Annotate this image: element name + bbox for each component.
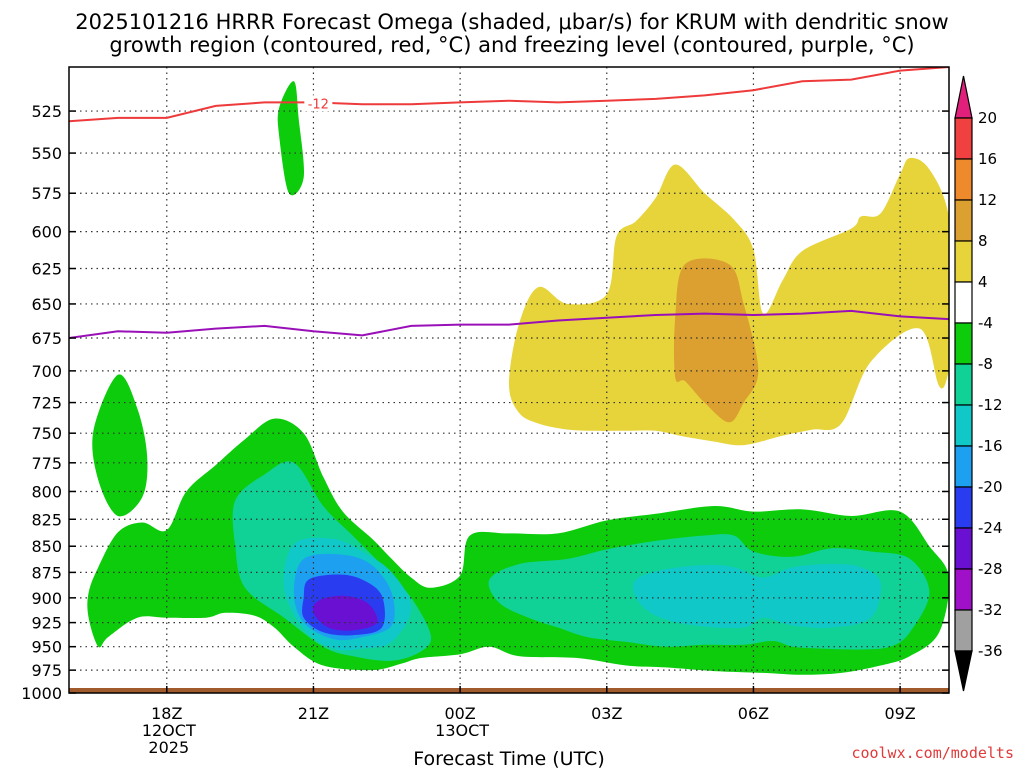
chart-title-line1: 2025101216 HRRR Forecast Omega (shaded, … [75,10,948,34]
colorbar-bin-11 [954,527,973,570]
y-tick-label-725: 725 [31,394,62,413]
credit-text: coolwx.com/modelts [851,744,1014,762]
x-tick-label-18Z-1: 18Z [151,704,182,723]
x-tick-label-18Z-3: 2025 [148,738,189,757]
colorbar-bin-8 [954,404,973,447]
plot-area: -12 525 550 575 600 625 650 675 700 725 750 775 800 8… [21,66,950,757]
colorbar-label-13: -32 [978,601,1003,619]
y-tick-label-850: 850 [31,537,62,556]
y-tick-label-600: 600 [31,223,62,242]
colorbar-bin-5 [954,281,973,324]
x-tick-label-21Z-1: 21Z [298,704,329,723]
colorbar-top-arrow [954,75,973,119]
dgz-contour-label: -12 [308,97,329,112]
colorbar-bin-3 [954,199,973,242]
colorbar-bin-13 [954,609,973,652]
colorbar-bottom-arrow [954,650,973,692]
colorbar-label-12: -28 [978,560,1003,578]
y-tick-label-925: 925 [31,614,62,633]
omega-region-2 [674,258,759,423]
y-tick-label-975: 975 [31,661,62,680]
colorbar-label-10: -20 [978,478,1003,496]
y-tick-label-650: 650 [31,295,62,314]
contour-lines: -12 [69,67,949,339]
colorbar-label-11: -24 [978,519,1003,537]
dgz-contour-line [69,67,949,123]
omega-region-12 [312,595,378,631]
colorbar-bin-1 [954,117,973,160]
x-tick-label-18Z-2: 12OCT [142,721,196,740]
gridlines [69,67,949,693]
omega-region-4 [92,374,148,517]
plot-frame [68,66,950,694]
y-tick-label-950: 950 [31,638,62,657]
y-tick-label-575: 575 [31,184,62,203]
colorbar-bin-10 [954,486,973,529]
y-tick-label-800: 800 [31,482,62,501]
y-tick-label-775: 775 [31,454,62,473]
y-tick-label-825: 825 [31,510,62,529]
colorbar-label-1: 20 [978,109,997,127]
y-tick-label-675: 675 [31,329,62,348]
colorbar-label-3: 12 [978,191,997,209]
y-tick-label-525: 525 [31,102,62,121]
omega-shading-group [87,81,949,675]
x-axis-label: Forecast Time (UTC) [413,748,604,768]
x-tick-label-00Z-2: 13OCT [435,721,489,740]
y-tick-label-875: 875 [31,563,62,582]
omega-region-3 [277,81,305,196]
colorbar-label-2: 16 [978,150,997,168]
ground-strip [69,688,949,693]
x-tick-label-03Z-1: 03Z [591,704,622,723]
colorbar-bin-2 [954,158,973,201]
chart-title-line2: growth region (contoured, red, °C) and f… [109,33,914,57]
dgz-label-bg [304,95,333,112]
colorbar-bin-9 [954,445,973,488]
colorbar-label-7: -8 [978,355,993,373]
x-tick-label-06Z-1: 06Z [738,704,769,723]
x-tick-label-09Z-1: 09Z [884,704,915,723]
colorbar-label-14: -36 [978,642,1003,660]
colorbar-bin-12 [954,568,973,611]
colorbar-bin-6 [954,322,973,365]
colorbar-label-6: -4 [978,314,993,332]
colorbar-label-5: 4 [978,273,988,291]
y-tick-label-700: 700 [31,362,62,381]
x-tick-label-00Z-1: 00Z [444,704,475,723]
omega-region-9 [633,564,881,629]
y-tick-label-550: 550 [31,144,62,163]
colorbar-label-9: -16 [978,437,1003,455]
colorbar: 20 16 12 8 4 -4 -8 -12 -16 -20 -24 -28 -32 -36 [954,75,1003,692]
colorbar-label-4: 8 [978,232,988,250]
colorbar-label-8: -12 [978,396,1003,414]
y-tick-label-900: 900 [31,589,62,608]
y-tick-label-1000: 1000 [21,684,62,703]
freezing-level-line [69,309,949,339]
colorbar-bin-7 [954,363,973,406]
y-tick-label-625: 625 [31,260,62,279]
y-tick-label-750: 750 [31,424,62,443]
colorbar-bin-4 [954,240,973,283]
